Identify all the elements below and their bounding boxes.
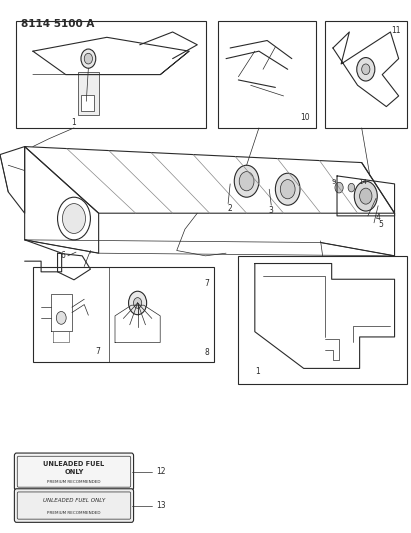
Text: 10: 10 — [301, 112, 310, 122]
Text: 2: 2 — [228, 204, 233, 213]
Circle shape — [362, 64, 370, 75]
Text: PREMIUM RECOMMENDED: PREMIUM RECOMMENDED — [47, 480, 101, 484]
Text: 1: 1 — [71, 118, 76, 127]
Text: ONLY: ONLY — [64, 470, 84, 475]
Text: 4: 4 — [376, 213, 381, 222]
Bar — [78, 72, 99, 115]
FancyBboxPatch shape — [14, 453, 134, 490]
Circle shape — [357, 58, 375, 81]
Text: 11: 11 — [391, 26, 401, 35]
Circle shape — [81, 49, 96, 68]
Bar — [16, 21, 206, 128]
Text: 8114 5100 A: 8114 5100 A — [21, 19, 94, 29]
Circle shape — [348, 183, 355, 192]
Text: PREMIUM RECOMMENDED: PREMIUM RECOMMENDED — [47, 511, 101, 515]
Circle shape — [62, 204, 85, 233]
FancyBboxPatch shape — [14, 489, 134, 522]
Bar — [218, 21, 316, 128]
Circle shape — [360, 188, 372, 204]
Text: 13: 13 — [156, 501, 166, 510]
Bar — [238, 256, 407, 384]
Text: 9: 9 — [332, 179, 336, 185]
Circle shape — [354, 181, 377, 211]
Circle shape — [56, 311, 66, 324]
Text: 5: 5 — [378, 220, 383, 229]
Text: UNLEADED FUEL: UNLEADED FUEL — [43, 461, 105, 467]
Circle shape — [129, 291, 147, 314]
Circle shape — [239, 172, 254, 191]
Bar — [81, 95, 94, 111]
Text: 7: 7 — [205, 279, 210, 288]
Text: 14: 14 — [358, 179, 367, 185]
Circle shape — [234, 165, 259, 197]
Circle shape — [84, 53, 92, 64]
Text: UNLEADED FUEL ONLY: UNLEADED FUEL ONLY — [43, 498, 105, 503]
Bar — [325, 21, 407, 128]
Bar — [33, 266, 214, 362]
Text: 8: 8 — [205, 348, 210, 357]
Circle shape — [58, 197, 90, 240]
Text: 7: 7 — [96, 347, 101, 356]
Text: 12: 12 — [156, 467, 166, 476]
Text: 6: 6 — [60, 252, 65, 260]
Circle shape — [275, 173, 300, 205]
Circle shape — [134, 297, 142, 308]
Circle shape — [335, 182, 343, 193]
Text: 3: 3 — [269, 206, 274, 215]
Text: 1: 1 — [255, 367, 260, 376]
Circle shape — [280, 180, 295, 199]
